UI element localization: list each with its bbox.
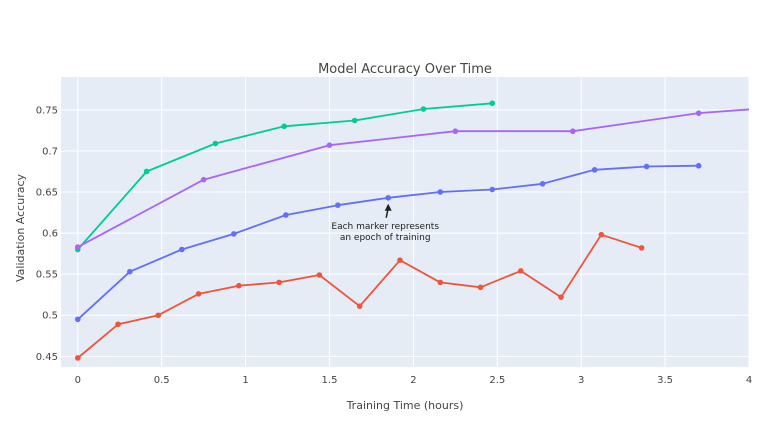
x-tick-label: 2.5: [489, 375, 505, 386]
series-3: [74, 231, 645, 361]
x-tick-label: 2: [410, 375, 416, 386]
data-point: [638, 245, 645, 251]
data-point: [489, 186, 496, 193]
data-point: [195, 291, 202, 297]
y-tick-label: 0.65: [36, 188, 58, 199]
y-tick-label: 0.7: [42, 146, 58, 157]
data-point: [316, 272, 323, 278]
data-point: [179, 246, 185, 253]
series-1: [74, 108, 749, 250]
data-point: [155, 312, 162, 319]
x-tick-label: 1.5: [322, 375, 338, 386]
data-point: [212, 140, 219, 147]
y-tick-label: 0.6: [42, 229, 58, 240]
annotation: Each marker represents an epoch of train…: [331, 203, 439, 243]
data-point: [477, 284, 484, 291]
x-axis-ticks: 0 0.5 1 1.5 2 2.5 3 3.5 4: [75, 375, 753, 386]
data-point: [115, 321, 121, 328]
y-axis-title: Validation Accuracy: [14, 173, 27, 282]
data-point: [437, 279, 444, 286]
series-0: [74, 100, 496, 253]
x-tick-label: 0: [75, 375, 81, 386]
y-tick-label: 0.75: [36, 105, 58, 116]
data-point: [74, 355, 81, 361]
data-point: [452, 128, 459, 135]
data-point: [558, 294, 564, 300]
x-axis-title: Training Time (hours): [346, 399, 464, 412]
series-layer: [74, 100, 749, 361]
y-tick-label: 0.45: [36, 352, 58, 363]
data-point: [570, 128, 576, 135]
annotation-arrow-head: [384, 203, 392, 211]
data-point: [385, 194, 392, 201]
x-tick-label: 4: [746, 375, 752, 386]
data-point: [351, 117, 358, 124]
x-tick-label: 1: [242, 375, 248, 386]
y-tick-label: 0.55: [36, 270, 58, 281]
data-point: [695, 110, 702, 116]
data-point: [143, 168, 150, 175]
x-tick-label: 3: [578, 375, 584, 386]
data-point: [397, 257, 403, 264]
grid-lines: [61, 77, 750, 367]
y-axis-ticks: 0.45 0.5 0.55 0.6 0.65 0.7 0.75: [36, 105, 58, 362]
data-point: [539, 180, 546, 187]
data-point: [437, 189, 444, 195]
annotation-text-line2: an epoch of training: [340, 233, 431, 243]
data-point: [598, 231, 605, 238]
x-tick-label: 3.5: [657, 375, 673, 386]
data-point: [591, 167, 598, 173]
data-point: [127, 268, 133, 275]
data-point: [276, 279, 282, 286]
data-point: [643, 163, 650, 170]
data-point: [74, 316, 81, 323]
data-point: [335, 202, 341, 208]
data-point: [236, 282, 242, 289]
data-point: [200, 176, 207, 183]
series-2: [74, 162, 702, 323]
data-point: [281, 123, 287, 130]
data-point: [74, 244, 81, 250]
x-tick-label: 0.5: [154, 375, 170, 386]
data-point: [283, 212, 289, 218]
data-point: [356, 303, 363, 310]
plot-background: [61, 77, 749, 367]
data-point: [695, 162, 702, 169]
data-point: [420, 106, 427, 112]
data-point: [517, 268, 524, 274]
y-tick-label: 0.5: [42, 311, 58, 322]
data-point: [326, 142, 333, 148]
chart-title: Model Accuracy Over Time: [318, 62, 492, 77]
data-point: [231, 231, 237, 237]
annotation-text-line1: Each marker represents: [331, 222, 439, 232]
data-point: [489, 100, 496, 107]
